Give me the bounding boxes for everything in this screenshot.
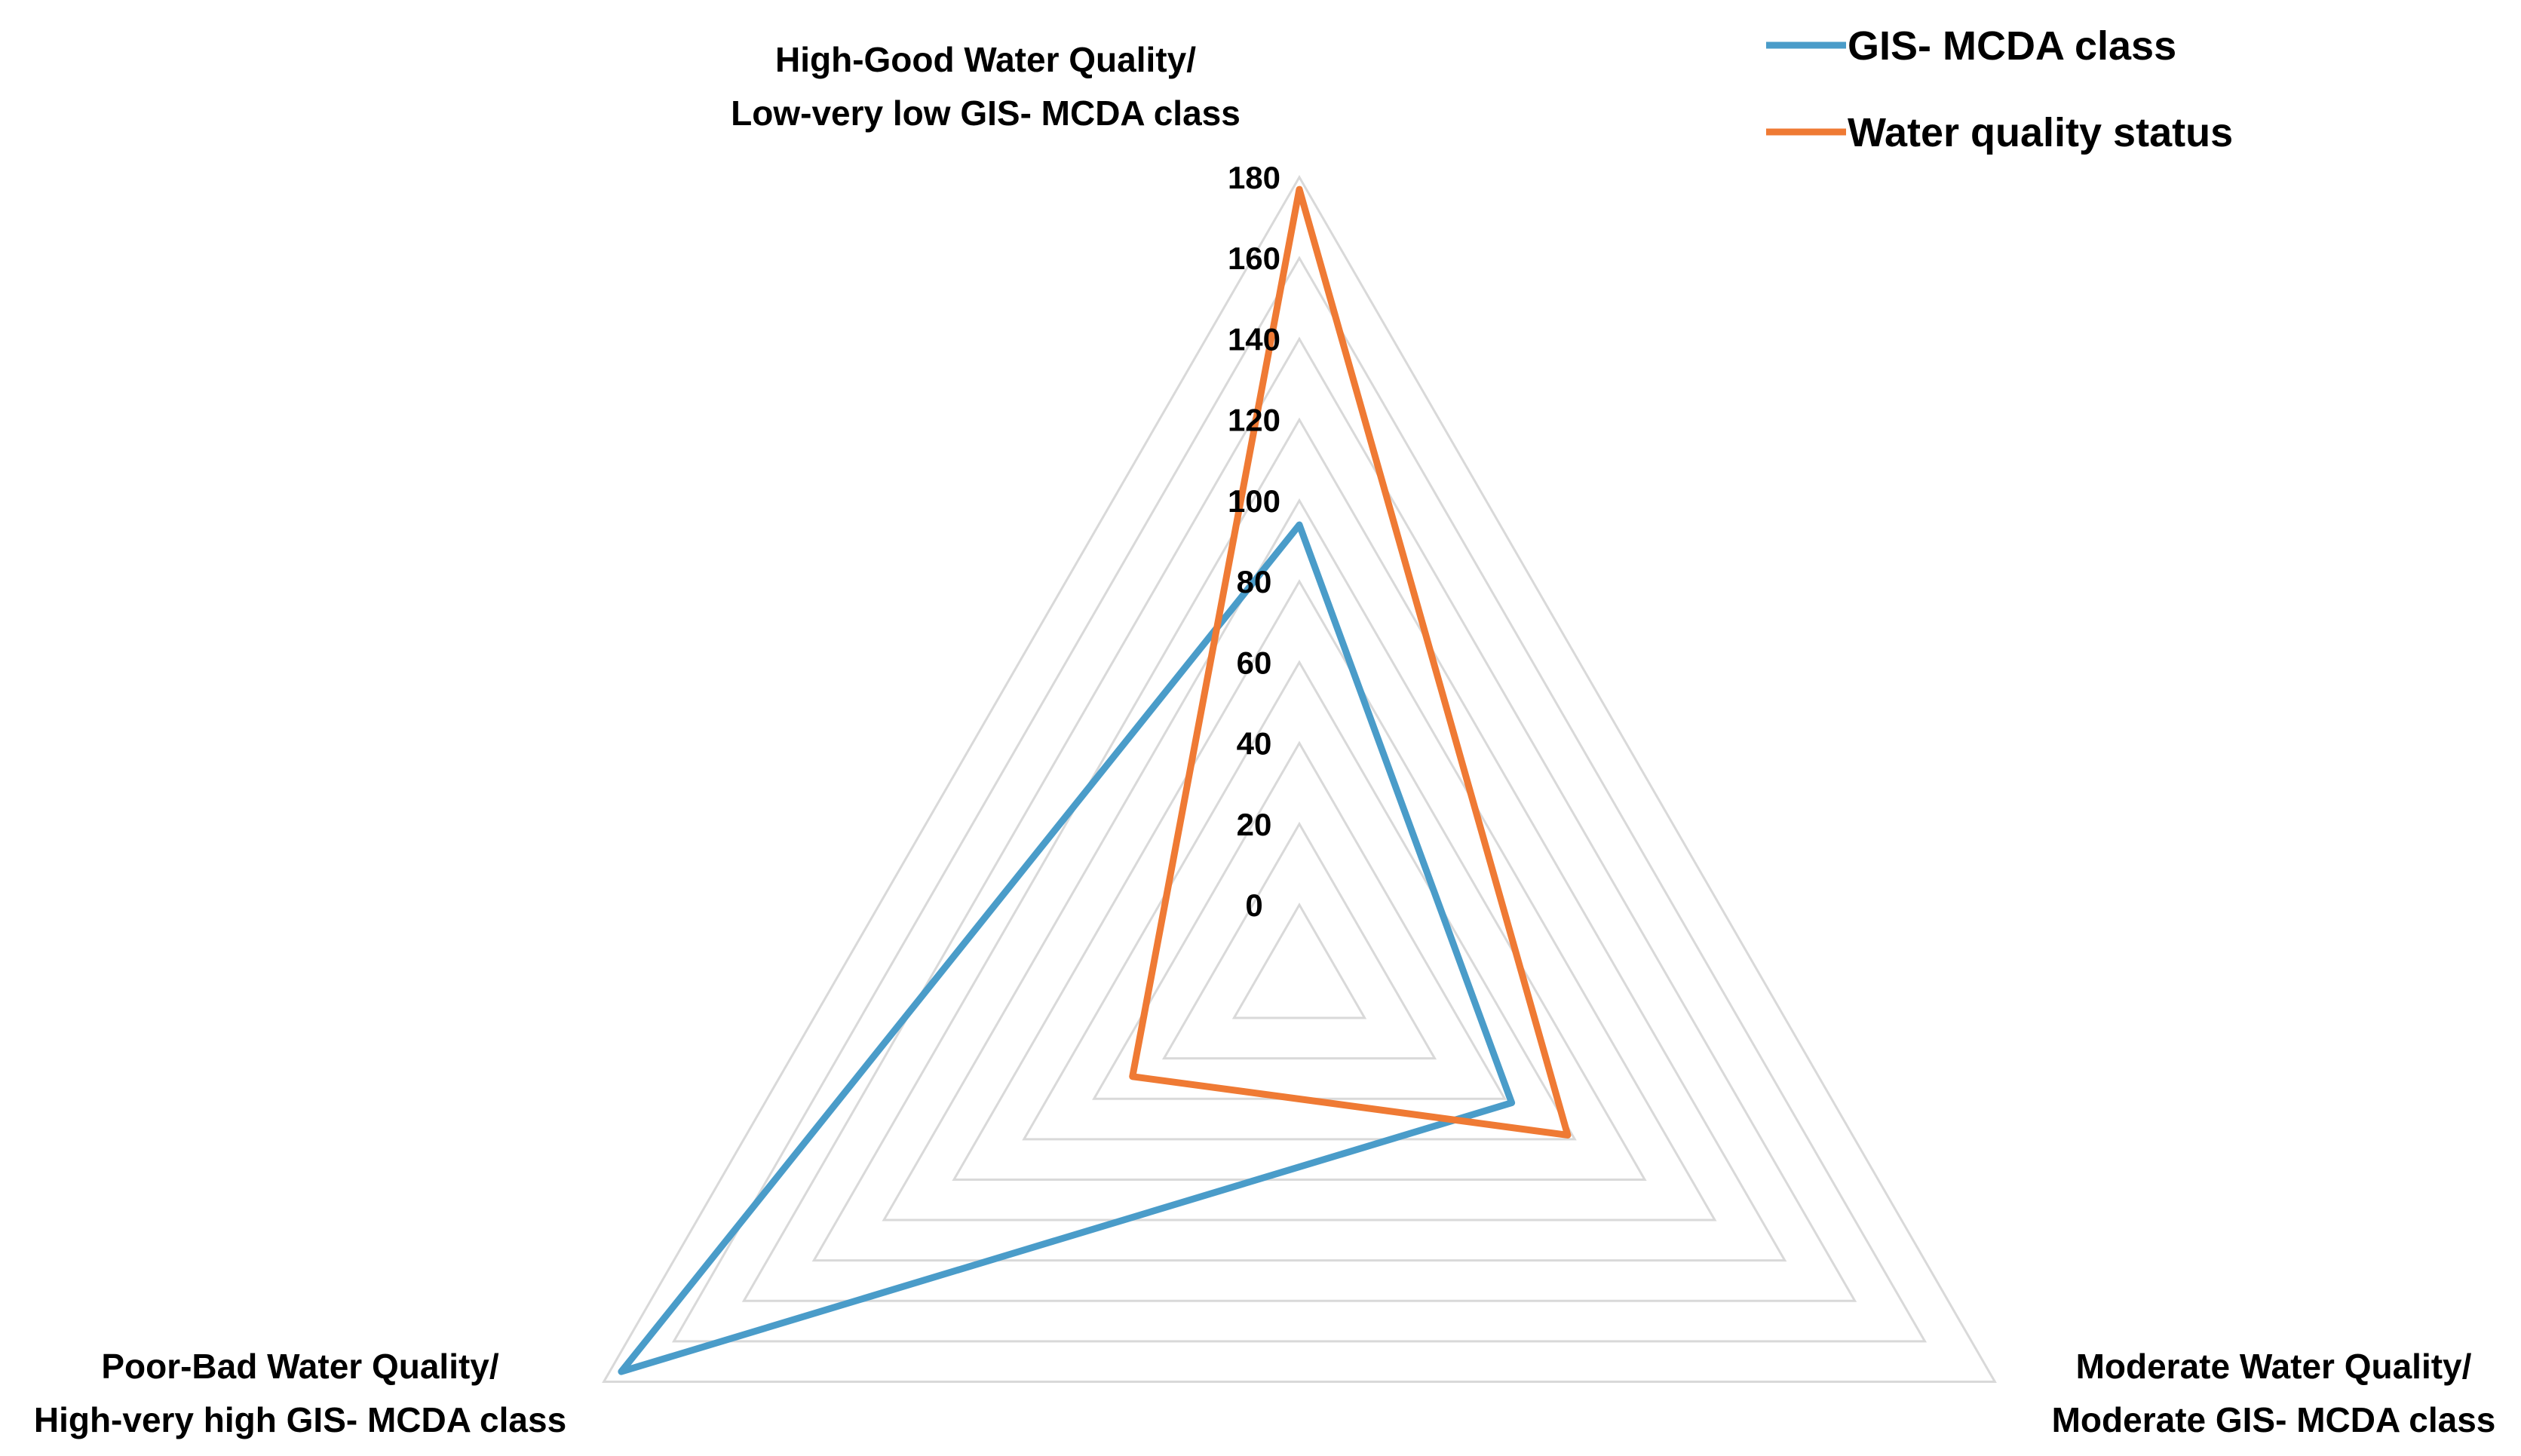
grid-ring xyxy=(952,579,1647,1181)
grid-ring xyxy=(1022,660,1577,1141)
legend-label-1: Water quality status xyxy=(1848,110,2233,155)
grid-ring xyxy=(671,256,1928,1343)
grid-ring xyxy=(1231,902,1367,1019)
axis-label-layer: High-Good Water Quality/Low-very low GIS… xyxy=(34,40,2496,1439)
series-line-0 xyxy=(618,521,1516,1375)
tick-label: 160 xyxy=(1228,241,1280,276)
category-label-1: Moderate Water Quality/Moderate GIS- MCD… xyxy=(2052,1347,2496,1439)
tick-label: 100 xyxy=(1228,483,1280,519)
legend-label-0: GIS- MCDA class xyxy=(1848,23,2176,69)
grid-ring xyxy=(741,336,1857,1302)
tick-label: 180 xyxy=(1228,160,1280,195)
tick-label: 60 xyxy=(1237,645,1272,680)
grid-layer xyxy=(602,175,1997,1383)
grid-ring xyxy=(882,498,1717,1222)
tick-label: 120 xyxy=(1228,403,1280,438)
grid-ring xyxy=(1161,821,1437,1060)
category-label-0: High-Good Water Quality/Low-very low GIS… xyxy=(731,40,1241,133)
grid-ring xyxy=(602,175,1997,1383)
series-line-1 xyxy=(1129,185,1572,1139)
category-label-2: Poor-Bad Water Quality/High-very high GI… xyxy=(34,1347,566,1439)
legend: GIS- MCDA class Water quality status xyxy=(1766,23,2233,155)
series-layer xyxy=(618,185,1572,1375)
grid-ring xyxy=(811,417,1787,1262)
tick-label: 80 xyxy=(1237,564,1272,599)
tick-label: 40 xyxy=(1237,726,1272,762)
tick-label: 20 xyxy=(1237,807,1272,842)
tick-label: 140 xyxy=(1228,321,1280,357)
tick-label: 0 xyxy=(1245,887,1262,923)
tick-layer: 0 20 40 60 80 100 120 140 160 180 xyxy=(1228,160,1280,923)
